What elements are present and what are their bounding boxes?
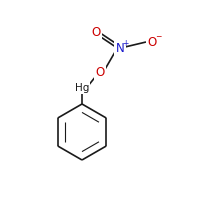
Text: N: N bbox=[116, 42, 124, 54]
Text: O: O bbox=[91, 25, 101, 38]
Text: O: O bbox=[147, 36, 157, 48]
Text: −: − bbox=[155, 32, 161, 42]
Text: Hg: Hg bbox=[75, 83, 89, 93]
Text: O: O bbox=[95, 66, 105, 79]
Text: +: + bbox=[122, 38, 128, 47]
